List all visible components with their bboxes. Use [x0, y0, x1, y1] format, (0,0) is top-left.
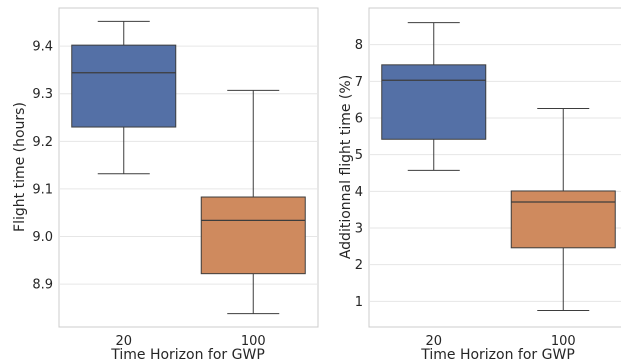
x-tick-label: 100 [551, 334, 576, 349]
box-100 [200, 196, 306, 275]
boxes-left [71, 20, 306, 315]
grid-right [369, 44, 621, 302]
xticks-right: 20 100 [425, 334, 575, 349]
boxes-right [381, 22, 616, 311]
x-axis-label-left: Time Horizon for GWP [110, 347, 265, 363]
y-tick-label: 9.0 [32, 230, 53, 245]
y-tick-label: 2 [355, 258, 363, 273]
box-100 [510, 190, 616, 249]
x-tick-label: 20 [425, 334, 442, 349]
x-tick-label: 20 [115, 334, 132, 349]
y-tick-label: 6 [355, 112, 363, 127]
yticks-left: 8.9 9.0 9.1 9.2 9.3 9.4 [32, 40, 53, 293]
y-tick-label: 9.1 [32, 182, 53, 197]
plot-area-right [368, 7, 621, 328]
y-tick-label: 5 [355, 148, 363, 163]
x-axis-label-right: Time Horizon for GWP [420, 347, 575, 363]
y-tick-label: 3 [355, 222, 363, 237]
y-tick-label: 9.3 [32, 87, 53, 102]
y-axis-label-right: Additionnal flight time (%) [338, 75, 354, 259]
panel-additional-flight-time: 1 2 3 4 5 6 7 8 20 100 Time Horizon for GWP Addi… [338, 7, 621, 363]
yticks-right: 1 2 3 4 5 6 7 8 [355, 38, 363, 310]
x-tick-label: 100 [241, 334, 266, 349]
y-tick-label: 9.4 [32, 40, 53, 55]
box-20 [71, 44, 177, 128]
y-axis-label-left: Flight time (hours) [12, 102, 28, 232]
box-20 [381, 64, 487, 140]
xticks-left: 20 100 [115, 334, 265, 349]
y-tick-label: 8 [355, 38, 363, 53]
y-tick-label: 4 [355, 185, 363, 200]
y-tick-label: 1 [355, 295, 363, 310]
y-tick-label: 9.2 [32, 135, 53, 150]
y-tick-label: 7 [355, 75, 363, 90]
panel-flight-time: 8.9 9.0 9.1 9.2 9.3 9.4 20 100 Time Horizon fo… [12, 7, 319, 363]
y-tick-label: 8.9 [32, 278, 53, 293]
